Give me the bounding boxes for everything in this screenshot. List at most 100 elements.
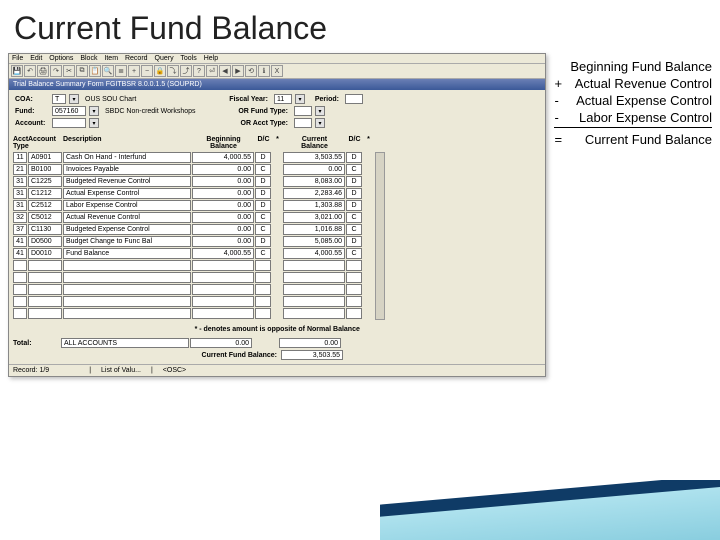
cell: 0.00 (192, 188, 254, 199)
table-row[interactable]: 31C2512Labor Expense Control0.00D1,303.8… (13, 200, 374, 211)
menu-help[interactable]: Help (204, 55, 218, 62)
cell: 11 (13, 152, 27, 163)
rollback-icon[interactable]: ⟲ (245, 65, 257, 77)
cell: C (255, 164, 271, 175)
next-icon[interactable]: ▶ (232, 65, 244, 77)
cell (255, 284, 271, 295)
enter-icon[interactable]: ⏎ (206, 65, 218, 77)
acct-field[interactable] (52, 118, 86, 128)
cell: Cash On Hand - Interfund (63, 152, 191, 163)
fund-field[interactable]: 057160 (52, 106, 86, 116)
cell: D (346, 236, 362, 247)
slide-title: Current Fund Balance (0, 0, 720, 53)
cut-icon[interactable]: ✂ (63, 65, 75, 77)
fund-dropdown-icon[interactable]: ▾ (89, 106, 99, 116)
period-field[interactable] (345, 94, 363, 104)
paste-icon[interactable]: 📋 (89, 65, 101, 77)
plus-icon[interactable]: + (128, 65, 140, 77)
table-row[interactable]: 11A0901Cash On Hand - Interfund4,000.55D… (13, 152, 374, 163)
query-icon[interactable]: ? (193, 65, 205, 77)
table-row[interactable] (13, 296, 374, 307)
redo-icon[interactable]: ↷ (50, 65, 62, 77)
cell: 41 (13, 236, 27, 247)
exit-icon[interactable]: X (271, 65, 283, 77)
save-icon[interactable]: 💾 (11, 65, 23, 77)
table-row[interactable] (13, 308, 374, 319)
cell: 4,000.55 (192, 248, 254, 259)
scrollbar[interactable] (375, 152, 385, 320)
lock-icon[interactable]: 🔒 (154, 65, 166, 77)
orat-dropdown-icon[interactable]: ▾ (315, 118, 325, 128)
prev-icon[interactable]: ◀ (219, 65, 231, 77)
table-row[interactable] (13, 284, 374, 295)
toolbar: 💾↶🖨↷✂⧉📋🔍≣+−🔒⤵⤴?⏎◀▶⟲ℹX (9, 64, 545, 79)
table-row[interactable]: 31C1225Budgeted Revenue Control0.00D8,08… (13, 176, 374, 187)
cell: C (346, 164, 362, 175)
copy-icon[interactable]: ⧉ (76, 65, 88, 77)
cell (363, 236, 373, 247)
table-row[interactable] (13, 260, 374, 271)
orat-field[interactable] (294, 118, 312, 128)
table-row[interactable] (13, 272, 374, 283)
menu-tools[interactable]: Tools (180, 55, 196, 62)
cell: C2512 (28, 200, 62, 211)
cell: Fund Balance (63, 248, 191, 259)
coa-dropdown-icon[interactable]: ▾ (69, 94, 79, 104)
table-row[interactable]: 21B0100Invoices Payable0.00C0.00C (13, 164, 374, 175)
list-icon[interactable]: ≣ (115, 65, 127, 77)
cell: 3,021.00 (283, 212, 345, 223)
cell (272, 236, 282, 247)
cell (28, 272, 62, 283)
table-row[interactable]: 31C1212Actual Expense Control0.00D2,283.… (13, 188, 374, 199)
calc-rev: Actual Revenue Control (568, 76, 712, 91)
fund-desc: SBDC Non-credit Workshops (102, 108, 222, 115)
undo-icon[interactable]: ↶ (24, 65, 36, 77)
cell (13, 272, 27, 283)
cell: 1,303.88 (283, 200, 345, 211)
cell (363, 152, 373, 163)
fund-label: Fund: (15, 108, 49, 115)
cell: 31 (13, 200, 27, 211)
menu-block[interactable]: Block (80, 55, 97, 62)
menu-options[interactable]: Options (49, 55, 73, 62)
app-window: File Edit Options Block Item Record Quer… (8, 53, 546, 377)
cell: Budgeted Revenue Control (63, 176, 191, 187)
cell (255, 308, 271, 319)
table-row[interactable]: 41D0500Budget Change to Func Bal0.00D5,0… (13, 236, 374, 247)
col-at: Acct Type (13, 136, 28, 150)
cell (192, 284, 254, 295)
menu-record[interactable]: Record (125, 55, 148, 62)
calc-op-minus2: - (554, 110, 568, 125)
cell (13, 296, 27, 307)
table-row[interactable]: 37C1130Budgeted Expense Control0.00C1,01… (13, 224, 374, 235)
cell (363, 248, 373, 259)
coa-label: COA: (15, 96, 49, 103)
fy-dropdown-icon[interactable]: ▾ (295, 94, 305, 104)
cell (28, 296, 62, 307)
orft-field[interactable] (294, 106, 312, 116)
remove-icon[interactable]: ⤴ (180, 65, 192, 77)
total-label: Total: (13, 340, 61, 347)
cell (272, 188, 282, 199)
cell: C (255, 224, 271, 235)
table-row[interactable]: 32C5012Actual Revenue Control0.00C3,021.… (13, 212, 374, 223)
cell (346, 308, 362, 319)
print-icon[interactable]: 🖨 (37, 65, 49, 77)
minus-icon[interactable]: − (141, 65, 153, 77)
fy-field[interactable]: 11 (274, 94, 292, 104)
cell (272, 224, 282, 235)
menu-query[interactable]: Query (155, 55, 174, 62)
col-bb: Beginning Balance (192, 136, 255, 150)
menu-item[interactable]: Item (104, 55, 118, 62)
table-row[interactable]: 41D0010Fund Balance4,000.55C4,000.55C (13, 248, 374, 259)
find-icon[interactable]: 🔍 (102, 65, 114, 77)
acct-dropdown-icon[interactable]: ▾ (89, 118, 99, 128)
cell: 2,283.46 (283, 188, 345, 199)
cell (63, 272, 191, 283)
insert-icon[interactable]: ⤵ (167, 65, 179, 77)
coa-field[interactable]: T (52, 94, 66, 104)
menu-edit[interactable]: Edit (30, 55, 42, 62)
menu-file[interactable]: File (12, 55, 23, 62)
orft-dropdown-icon[interactable]: ▾ (315, 106, 325, 116)
help-icon[interactable]: ℹ (258, 65, 270, 77)
